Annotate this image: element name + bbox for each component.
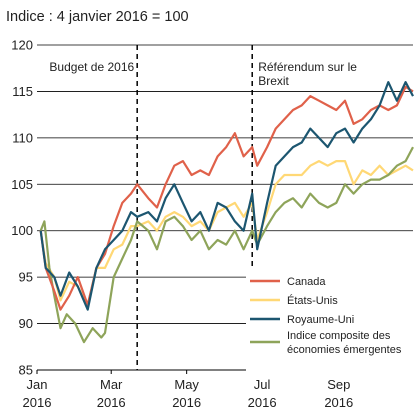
x-tick-year: 2016: [324, 395, 353, 410]
legend-label: Indice composite des: [287, 330, 391, 342]
legend-label: Royaume-Uni: [287, 314, 354, 326]
x-tick-label: Jul: [254, 377, 271, 392]
y-tick-label: 115: [12, 84, 33, 99]
x-tick-year: 2016: [97, 395, 126, 410]
series-line: [39, 80, 414, 311]
annotation-label: Référendum sur le: [258, 60, 357, 74]
annotation-label: Budget de 2016: [49, 60, 134, 74]
y-tick-label: 90: [19, 316, 33, 331]
y-tick-label: 110: [12, 130, 33, 145]
legend-label: États-Unis: [287, 294, 338, 307]
x-tick-year: 2016: [23, 395, 52, 410]
y-tick-label: 85: [19, 363, 33, 378]
y-tick-label: 105: [11, 177, 33, 192]
y-tick-label: 95: [19, 270, 33, 285]
legend-label: Canada: [287, 276, 326, 288]
x-tick-label: Jan: [27, 377, 48, 392]
y-tick-label: 100: [11, 223, 33, 238]
legend-background: [246, 270, 413, 377]
chart-subtitle: Indice : 4 janvier 2016 = 100: [6, 9, 189, 25]
x-tick-year: 2016: [248, 395, 277, 410]
y-tick-label: 120: [11, 38, 33, 53]
series-line: [39, 146, 414, 344]
annotation-label: Brexit: [258, 74, 289, 88]
x-tick-label: Sep: [327, 377, 350, 392]
x-tick-year: 2016: [172, 395, 201, 410]
legend-label: économies émergentes: [287, 344, 402, 356]
x-tick-label: May: [174, 377, 199, 392]
x-tick-label: Mar: [100, 377, 123, 392]
